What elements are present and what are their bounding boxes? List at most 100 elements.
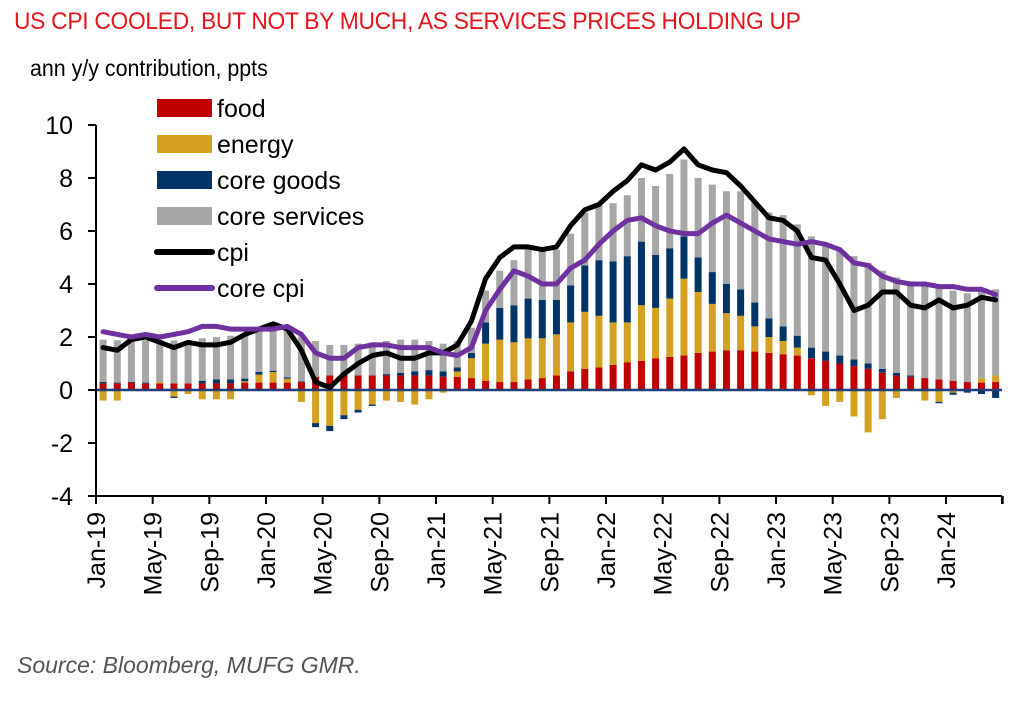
bar-energy-Jul-22 — [694, 291, 702, 353]
y-tick-label: 4 — [59, 271, 73, 299]
bar-core-goods-Jan-22 — [609, 261, 617, 323]
bar-core-services-Aug-20 — [368, 342, 376, 376]
bar-core-services-Jul-22 — [694, 178, 702, 258]
bar-core-goods-Apr-21 — [482, 322, 490, 344]
bar-core-goods-Jan-20 — [269, 370, 277, 372]
bar-energy-Jul-19 — [184, 390, 192, 394]
bar-core-services-Aug-23 — [878, 270, 886, 369]
bar-food-Sep-22 — [722, 350, 730, 390]
bar-core-services-Sep-21 — [552, 249, 560, 300]
bar-core-services-Oct-21 — [567, 233, 575, 286]
bar-energy-Feb-21 — [453, 371, 461, 377]
bar-core-goods-Jul-23 — [864, 363, 872, 369]
legend-label: core goods — [217, 167, 341, 195]
bar-core-goods-Jan-19 — [99, 382, 107, 384]
bar-core-goods-Oct-21 — [567, 285, 575, 323]
bar-energy-May-19 — [156, 382, 164, 384]
bar-core-services-Mar-19 — [127, 339, 135, 382]
bar-core-goods-Feb-20 — [283, 377, 291, 379]
bar-core-services-Dec-22 — [765, 212, 773, 319]
bar-core-services-Feb-20 — [283, 330, 291, 378]
bar-core-goods-Jun-23 — [850, 359, 858, 367]
bar-food-Oct-22 — [737, 350, 745, 390]
bar-energy-Oct-19 — [227, 390, 235, 400]
bar-core-goods-Sep-20 — [382, 374, 390, 376]
bar-food-Mar-21 — [467, 378, 475, 390]
bar-core-goods-Mar-23 — [807, 347, 815, 359]
bar-core-services-Sep-22 — [722, 191, 730, 284]
x-tick-label: May-22 — [650, 512, 678, 595]
bar-energy-Jun-20 — [340, 390, 348, 416]
bar-core-services-Oct-22 — [737, 191, 745, 290]
bar-food-Feb-24 — [963, 382, 971, 390]
y-tick-label: 6 — [59, 218, 73, 246]
x-tick-label: Jan-21 — [423, 512, 451, 588]
bar-food-May-23 — [836, 363, 844, 390]
bar-energy-Jan-21 — [439, 390, 447, 393]
bar-core-services-Dec-21 — [595, 204, 603, 261]
bar-food-Oct-21 — [567, 371, 575, 390]
legend-swatch — [157, 171, 212, 189]
bar-core-services-Mar-22 — [637, 178, 645, 242]
bar-core-services-Dec-23 — [935, 287, 943, 380]
x-tick-label: Jan-22 — [593, 512, 621, 588]
legend-label: cpi — [217, 239, 249, 267]
bars-layer — [99, 159, 1000, 433]
bar-food-Mar-22 — [637, 360, 645, 390]
legend-item-food: food — [157, 95, 266, 123]
bar-food-Feb-20 — [283, 382, 291, 390]
x-tick-label: May-23 — [820, 512, 848, 595]
bar-energy-Mar-23 — [807, 390, 815, 396]
bar-energy-May-20 — [326, 390, 334, 426]
bar-food-Jul-22 — [694, 352, 702, 390]
bar-core-services-Jan-19 — [99, 339, 107, 383]
bar-core-services-Aug-19 — [198, 338, 206, 381]
bar-core-services-Apr-23 — [822, 242, 830, 352]
bar-food-Feb-21 — [453, 376, 461, 390]
bar-core-goods-Feb-22 — [623, 256, 631, 323]
x-tick-label: May-19 — [140, 512, 168, 595]
bar-core-services-Jul-21 — [524, 248, 532, 299]
bar-food-Oct-20 — [397, 375, 405, 390]
bar-energy-May-22 — [666, 298, 674, 357]
bar-energy-Oct-20 — [397, 390, 405, 402]
bar-core-goods-Sep-22 — [722, 284, 730, 314]
legend-item-core-cpi: core cpi — [154, 275, 305, 303]
bar-energy-Aug-20 — [368, 390, 376, 405]
bar-core-services-Jan-24 — [949, 290, 957, 381]
bar-food-Apr-24 — [992, 382, 1000, 390]
bar-energy-Jul-20 — [354, 390, 362, 410]
bar-core-goods-Jan-21 — [439, 371, 447, 377]
x-tick-label: May-21 — [480, 512, 508, 595]
bar-energy-Aug-22 — [708, 303, 716, 352]
bar-core-services-Mar-20 — [297, 336, 305, 382]
bar-food-Jan-20 — [269, 382, 277, 390]
bar-core-services-Dec-19 — [255, 328, 263, 372]
x-tick-label: Jan-20 — [253, 512, 281, 588]
bar-energy-Feb-23 — [793, 347, 801, 356]
bar-food-Aug-21 — [538, 378, 546, 390]
legend-label: core cpi — [217, 275, 305, 303]
bar-energy-Feb-22 — [623, 322, 631, 363]
bar-core-services-Jan-21 — [439, 343, 447, 372]
bar-core-services-Nov-22 — [751, 201, 759, 303]
bar-core-goods-Mar-22 — [637, 241, 645, 306]
bar-energy-Jan-20 — [269, 371, 277, 383]
bar-food-Dec-21 — [595, 367, 603, 390]
bar-energy-Mar-21 — [467, 358, 475, 379]
bar-energy-Jun-22 — [680, 278, 688, 356]
bar-core-services-Jan-23 — [779, 215, 787, 327]
bar-core-goods-Nov-19 — [241, 378, 249, 382]
bar-core-services-Jun-21 — [510, 260, 518, 306]
bar-core-goods-Feb-24 — [963, 390, 971, 393]
bar-food-Jul-23 — [864, 368, 872, 390]
bar-energy-Apr-20 — [312, 390, 320, 424]
bar-core-services-May-19 — [156, 339, 164, 383]
bar-core-goods-Sep-23 — [892, 372, 900, 376]
bar-energy-Dec-20 — [425, 390, 433, 400]
bar-energy-Sep-20 — [382, 390, 390, 401]
bar-core-goods-Jul-21 — [524, 298, 532, 339]
bar-core-goods-Jun-21 — [510, 305, 518, 343]
x-tick-label: Sep-20 — [366, 512, 394, 593]
